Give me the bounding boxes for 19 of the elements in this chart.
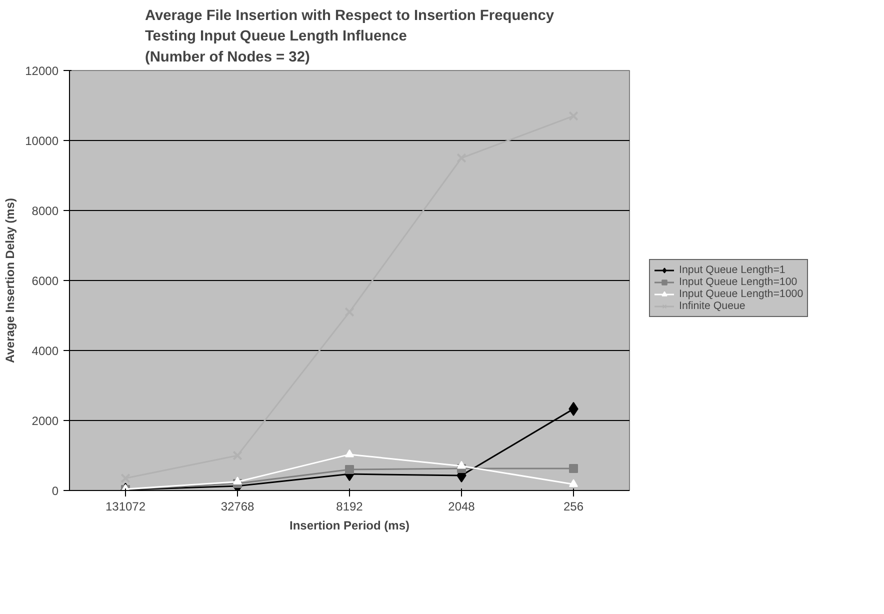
x-axis-title: Insertion Period (ms) — [289, 518, 410, 532]
y-tick-label: 8000 — [32, 204, 59, 218]
x-tick-label: 8192 — [336, 500, 364, 514]
x-tick-label: 32768 — [220, 500, 255, 514]
y-tick-label: 12000 — [25, 64, 59, 78]
y-tick-label: 0 — [52, 484, 59, 498]
x-tick-label: 131072 — [105, 500, 146, 514]
y-tick-label: 10000 — [25, 134, 59, 148]
y-tick-label: 2000 — [32, 414, 59, 428]
y-axis-title: Average Insertion Delay (ms) — [3, 198, 18, 363]
chart-title: Average File Insertion with Respect to Insertion Frequency Testing Input Queue Length Influence (Number of Nodes = 32) — [144, 8, 555, 66]
y-tick-label: 4000 — [32, 344, 59, 358]
y-tick-label: 6000 — [32, 274, 59, 288]
legend-label: Input Queue Length=1 — [679, 264, 786, 276]
x-tick-label: 2048 — [448, 500, 476, 514]
legend-label: Input Queue Length=100 — [679, 276, 798, 288]
x-tick-label: 256 — [563, 500, 584, 514]
legend-label: Input Queue Length=1000 — [679, 288, 804, 300]
legend-label: Infinite Queue — [679, 300, 746, 312]
